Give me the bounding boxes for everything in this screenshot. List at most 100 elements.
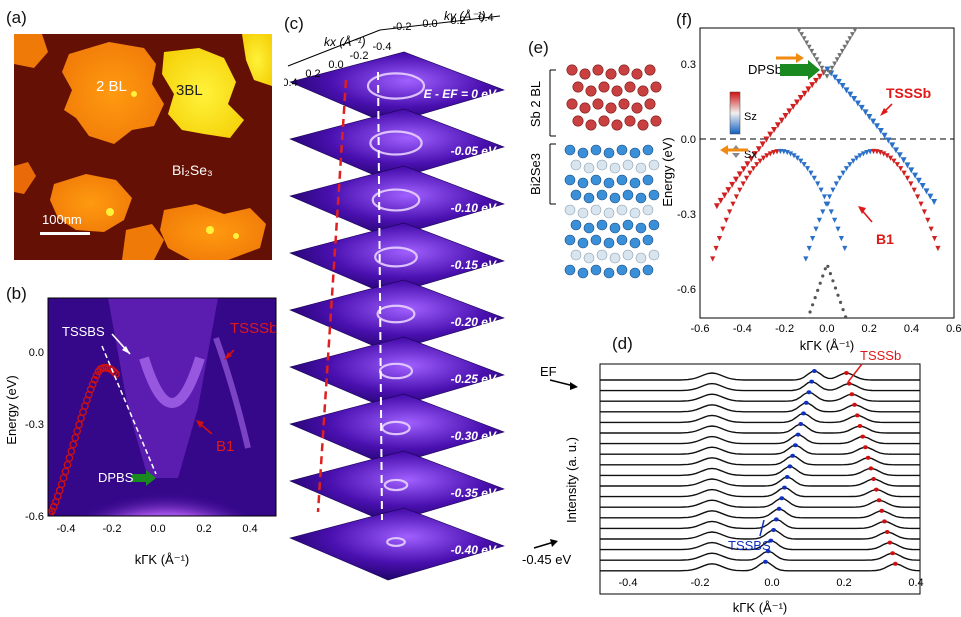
tss-sb-dot bbox=[873, 487, 879, 492]
bi-atom bbox=[629, 237, 641, 249]
panel-letter-c: (c) bbox=[284, 14, 304, 33]
d-ef-label: EF bbox=[540, 364, 557, 379]
dp-sb-marker bbox=[857, 28, 858, 29]
tss-sb-marker bbox=[923, 188, 930, 195]
sb-atom bbox=[572, 115, 584, 127]
tss-sb-marker bbox=[713, 203, 720, 210]
bi-atom bbox=[590, 264, 602, 276]
b1-marker bbox=[747, 170, 753, 176]
bi-atom bbox=[642, 144, 654, 156]
se-atom bbox=[583, 252, 595, 264]
f-xtick: -0.4 bbox=[733, 323, 752, 335]
bi-atom bbox=[590, 234, 602, 246]
b-red-marker bbox=[92, 371, 101, 380]
edc-curve bbox=[600, 434, 920, 445]
tss-sb-marker bbox=[870, 118, 877, 125]
tss-sb-marker bbox=[752, 151, 759, 158]
tss-sb-marker bbox=[732, 176, 739, 183]
b-xtick: 0.0 bbox=[150, 523, 165, 535]
d-tss-sb-label: TSSSb bbox=[860, 350, 901, 363]
dp-bs-arrow-b bbox=[132, 470, 156, 486]
dp-sb-marker bbox=[860, 15, 865, 20]
b1-marker bbox=[884, 153, 890, 159]
energy-slice: -0.30 eV bbox=[289, 393, 505, 467]
crystal-structure: Sb 2 BL Bi2Se3 bbox=[528, 64, 662, 279]
tss-sb-dot bbox=[882, 519, 887, 524]
bi-atom bbox=[609, 192, 621, 204]
b1-marker bbox=[737, 187, 743, 193]
dp-sb-marker bbox=[837, 53, 843, 58]
tss-bs-dot bbox=[773, 517, 779, 522]
tss-sb-marker bbox=[896, 152, 903, 159]
tss-sb-marker bbox=[767, 131, 774, 138]
tss-sb-marker bbox=[782, 112, 789, 119]
tss-sb-marker bbox=[805, 86, 812, 93]
b1-marker bbox=[835, 226, 841, 232]
b1-marker bbox=[818, 187, 824, 193]
f-dp-label: DPSb bbox=[748, 62, 782, 77]
sb-atom bbox=[624, 81, 636, 93]
dp-sb-marker bbox=[811, 53, 817, 58]
b1-marker bbox=[740, 181, 746, 187]
bi-atom bbox=[616, 234, 628, 246]
d-xtick: -0.4 bbox=[619, 577, 638, 589]
bulk-marker bbox=[826, 264, 830, 268]
edc-curve bbox=[600, 412, 920, 424]
edc-curve bbox=[600, 466, 920, 477]
f-xtick: 0.0 bbox=[819, 323, 834, 335]
bi-atom bbox=[648, 189, 660, 201]
d-xtick: 0.2 bbox=[836, 577, 851, 589]
f-ytick: 0.3 bbox=[681, 59, 696, 71]
tss-sb-marker bbox=[893, 147, 900, 154]
se-atom bbox=[616, 204, 628, 216]
b-xtick: -0.4 bbox=[57, 523, 76, 535]
f-sx-label: Sx bbox=[744, 149, 757, 161]
c-kx-tick: -0.2 bbox=[350, 50, 369, 62]
sb-atom bbox=[598, 115, 610, 127]
bi-atom bbox=[622, 189, 634, 201]
energy-slice: -0.10 eV bbox=[289, 165, 505, 239]
sb-atom bbox=[572, 81, 584, 93]
tss-sb-dot bbox=[887, 540, 893, 545]
bi-atom bbox=[616, 174, 628, 186]
b1-marker bbox=[760, 155, 767, 161]
stm-image: 2 BL 3BL Bi₂Se₃ 100nm bbox=[14, 34, 272, 260]
b1-marker bbox=[771, 149, 777, 156]
dp-sb-marker bbox=[796, 28, 797, 29]
b1-marker bbox=[750, 166, 756, 172]
bulk-marker bbox=[844, 315, 848, 318]
energy-slice: -0.05 eV bbox=[289, 108, 505, 182]
dp-sb-marker bbox=[819, 65, 825, 71]
tss-sb-marker bbox=[736, 171, 743, 178]
energy-slice: -0.40 eV bbox=[289, 507, 505, 581]
d-tss-bs-label: TSSBS bbox=[728, 538, 771, 553]
energy-label: E - EF = 0 eV bbox=[424, 87, 497, 101]
b1-marker bbox=[904, 175, 911, 181]
tss-sb-marker bbox=[729, 181, 736, 188]
tss-sb-marker bbox=[912, 172, 919, 179]
tss-bs-dot bbox=[812, 369, 817, 373]
tss-sb-dot bbox=[868, 466, 874, 471]
tss-sb-marker bbox=[797, 95, 804, 102]
dp-sb-marker bbox=[852, 28, 858, 33]
d-xtick: 0.0 bbox=[764, 577, 779, 589]
tss-sb-marker bbox=[851, 96, 858, 103]
tss-sb-dot bbox=[844, 371, 849, 375]
bi-atom bbox=[577, 267, 589, 279]
energy-label: -0.35 eV bbox=[451, 486, 497, 500]
panel-letter-f: (f) bbox=[676, 10, 693, 29]
b-red-marker bbox=[112, 370, 120, 378]
tss-sb-marker bbox=[858, 104, 865, 111]
tss-sb-marker bbox=[812, 77, 819, 84]
se-atom bbox=[570, 159, 582, 171]
tss-sb-dot bbox=[857, 424, 863, 428]
b-red-marker bbox=[108, 366, 116, 375]
sb-atom bbox=[650, 115, 662, 127]
b1-marker bbox=[894, 162, 900, 168]
b1-marker bbox=[931, 235, 938, 242]
f-b1-label: B1 bbox=[876, 231, 894, 247]
b-xtick: 0.2 bbox=[196, 523, 211, 535]
d-xtick: -0.2 bbox=[691, 577, 710, 589]
se-atom bbox=[609, 252, 621, 264]
b1-marker bbox=[898, 166, 904, 172]
